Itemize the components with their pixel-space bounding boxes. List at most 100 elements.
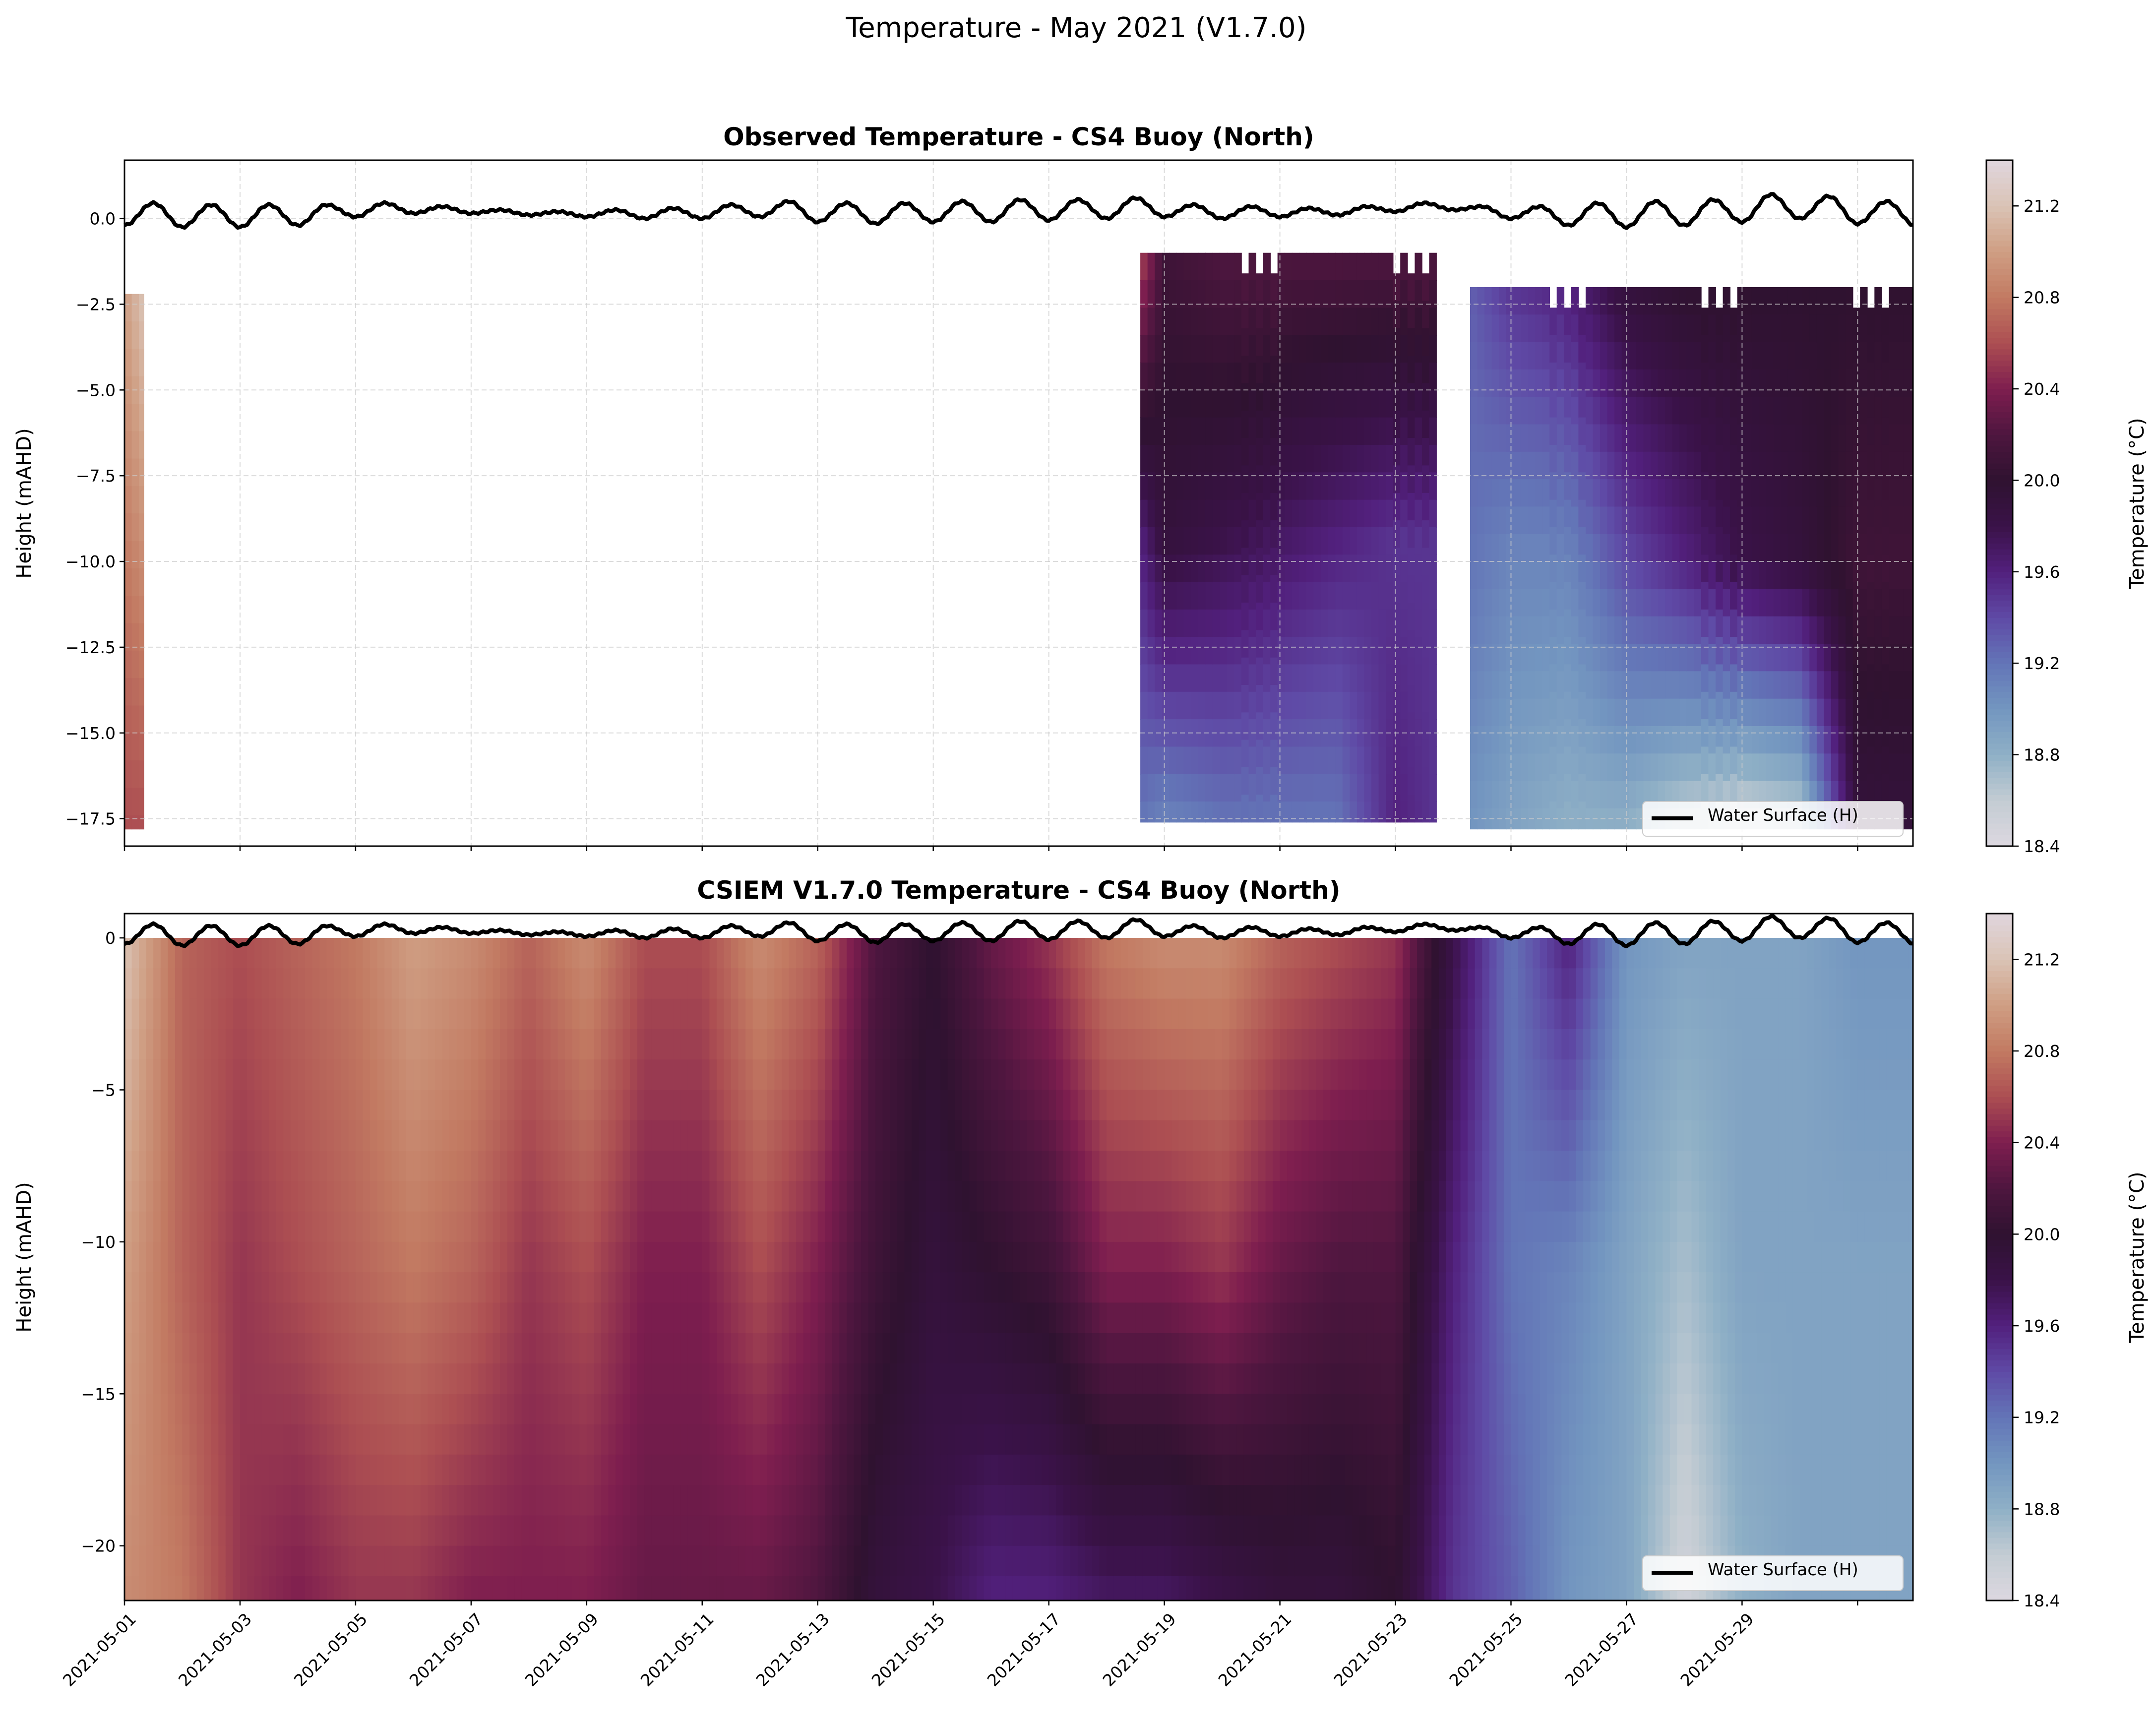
heatmap-cell bbox=[312, 1394, 320, 1424]
heatmap-cell bbox=[1744, 287, 1752, 315]
heatmap-cell bbox=[1364, 253, 1371, 281]
heatmap-cell bbox=[587, 1120, 594, 1151]
heatmap-cell bbox=[1665, 369, 1672, 397]
heatmap-cell bbox=[868, 1242, 876, 1273]
heatmap-cell bbox=[897, 1363, 905, 1394]
heatmap-cell bbox=[955, 1333, 962, 1364]
heatmap-cell bbox=[233, 1242, 240, 1273]
heatmap-cell bbox=[637, 1272, 645, 1303]
heatmap-cell bbox=[413, 1151, 421, 1181]
heatmap-cell bbox=[175, 1212, 183, 1242]
heatmap-cell bbox=[370, 1485, 377, 1516]
heatmap-cell bbox=[948, 968, 955, 999]
heatmap-cell bbox=[1781, 506, 1788, 534]
heatmap-cell bbox=[724, 999, 732, 1030]
heatmap-cell bbox=[341, 999, 349, 1030]
heatmap-cell bbox=[1408, 383, 1415, 411]
heatmap-cell bbox=[529, 1120, 536, 1151]
heatmap-cell bbox=[1220, 554, 1227, 582]
heatmap-cell bbox=[1709, 561, 1716, 589]
heatmap-cell bbox=[161, 1242, 168, 1273]
heatmap-cell bbox=[1600, 781, 1607, 809]
heatmap-cell bbox=[1321, 418, 1328, 445]
heatmap-cell bbox=[572, 1151, 580, 1181]
heatmap-cell bbox=[977, 1151, 984, 1181]
heatmap-cell bbox=[1379, 445, 1386, 473]
heatmap-cell bbox=[1249, 500, 1256, 528]
heatmap-cell bbox=[1817, 397, 1824, 425]
heatmap-cell bbox=[435, 1151, 442, 1181]
heatmap-cell bbox=[753, 1212, 760, 1242]
heatmap-cell bbox=[1564, 801, 1571, 829]
heatmap-cell bbox=[189, 1151, 197, 1181]
heatmap-cell bbox=[551, 1181, 558, 1212]
heatmap-cell bbox=[652, 1485, 659, 1516]
heatmap-cell bbox=[1386, 445, 1393, 473]
heatmap-cell bbox=[1614, 589, 1622, 616]
heatmap-cell bbox=[348, 1485, 356, 1516]
heatmap-cell bbox=[139, 1546, 146, 1577]
heatmap-cell bbox=[1241, 493, 1249, 521]
heatmap-cell bbox=[1492, 781, 1499, 809]
heatmap-cell bbox=[449, 1120, 457, 1151]
heatmap-cell bbox=[609, 1515, 616, 1546]
heatmap-cell bbox=[587, 999, 594, 1030]
heatmap-cell bbox=[1824, 479, 1831, 507]
heatmap-cell bbox=[1904, 506, 1911, 534]
heatmap-cell bbox=[1328, 308, 1336, 335]
heatmap-cell bbox=[1278, 363, 1285, 390]
heatmap-cell bbox=[536, 1090, 544, 1120]
heatmap-cell bbox=[861, 968, 868, 999]
heatmap-cell bbox=[810, 1333, 818, 1364]
heatmap-cell bbox=[1278, 554, 1285, 582]
heatmap-cell bbox=[1249, 692, 1256, 720]
heatmap-cell bbox=[233, 1151, 240, 1181]
heatmap-cell bbox=[912, 1424, 919, 1455]
heatmap-cell bbox=[767, 1212, 775, 1242]
heatmap-cell bbox=[1629, 314, 1636, 342]
heatmap-cell bbox=[955, 1302, 962, 1333]
heatmap-cell bbox=[161, 1546, 168, 1577]
heatmap-cell bbox=[1593, 616, 1601, 644]
heatmap-cell bbox=[1557, 506, 1564, 534]
heatmap-cell bbox=[1578, 554, 1586, 582]
heatmap-cell bbox=[544, 1546, 551, 1577]
heatmap-cell bbox=[486, 1363, 493, 1394]
colorbar-segment bbox=[1986, 275, 2013, 281]
heatmap-cell bbox=[168, 1059, 175, 1090]
heatmap-cell bbox=[551, 1302, 558, 1333]
heatmap-cell bbox=[854, 1272, 862, 1303]
heatmap-cell bbox=[226, 1059, 233, 1090]
heatmap-cell bbox=[1853, 637, 1860, 665]
heatmap-cell bbox=[189, 1272, 197, 1303]
heatmap-cell bbox=[493, 1394, 500, 1424]
heatmap-cell bbox=[1614, 342, 1622, 370]
heatmap-cell bbox=[1687, 589, 1694, 616]
heatmap-cell bbox=[565, 1515, 572, 1546]
heatmap-cell bbox=[717, 968, 724, 999]
heatmap-cell bbox=[782, 1151, 789, 1181]
heatmap-cell bbox=[1513, 369, 1521, 397]
heatmap-cell bbox=[883, 1212, 890, 1242]
heatmap-cell bbox=[1549, 335, 1557, 363]
heatmap-cell bbox=[240, 1546, 247, 1577]
heatmap-cell bbox=[413, 1455, 421, 1485]
heatmap-cell bbox=[644, 1515, 652, 1546]
heatmap-cell bbox=[789, 1242, 797, 1273]
heatmap-cell bbox=[970, 1515, 977, 1546]
heatmap-cell bbox=[919, 1242, 926, 1273]
heatmap-cell bbox=[1343, 390, 1350, 418]
heatmap-cell bbox=[348, 1272, 356, 1303]
heatmap-cell bbox=[1184, 527, 1191, 555]
heatmap-cell bbox=[1198, 418, 1206, 445]
heatmap-cell bbox=[276, 1242, 284, 1273]
heatmap-cell bbox=[1752, 726, 1759, 754]
heatmap-cell bbox=[832, 1546, 840, 1577]
heatmap-cell bbox=[183, 1212, 190, 1242]
heatmap-cell bbox=[1860, 699, 1867, 727]
heatmap-cell bbox=[132, 349, 139, 376]
heatmap-cell bbox=[428, 999, 435, 1030]
heatmap-cell bbox=[211, 1333, 219, 1364]
heatmap-cell bbox=[558, 1546, 565, 1577]
heatmap-cell bbox=[1513, 425, 1521, 452]
